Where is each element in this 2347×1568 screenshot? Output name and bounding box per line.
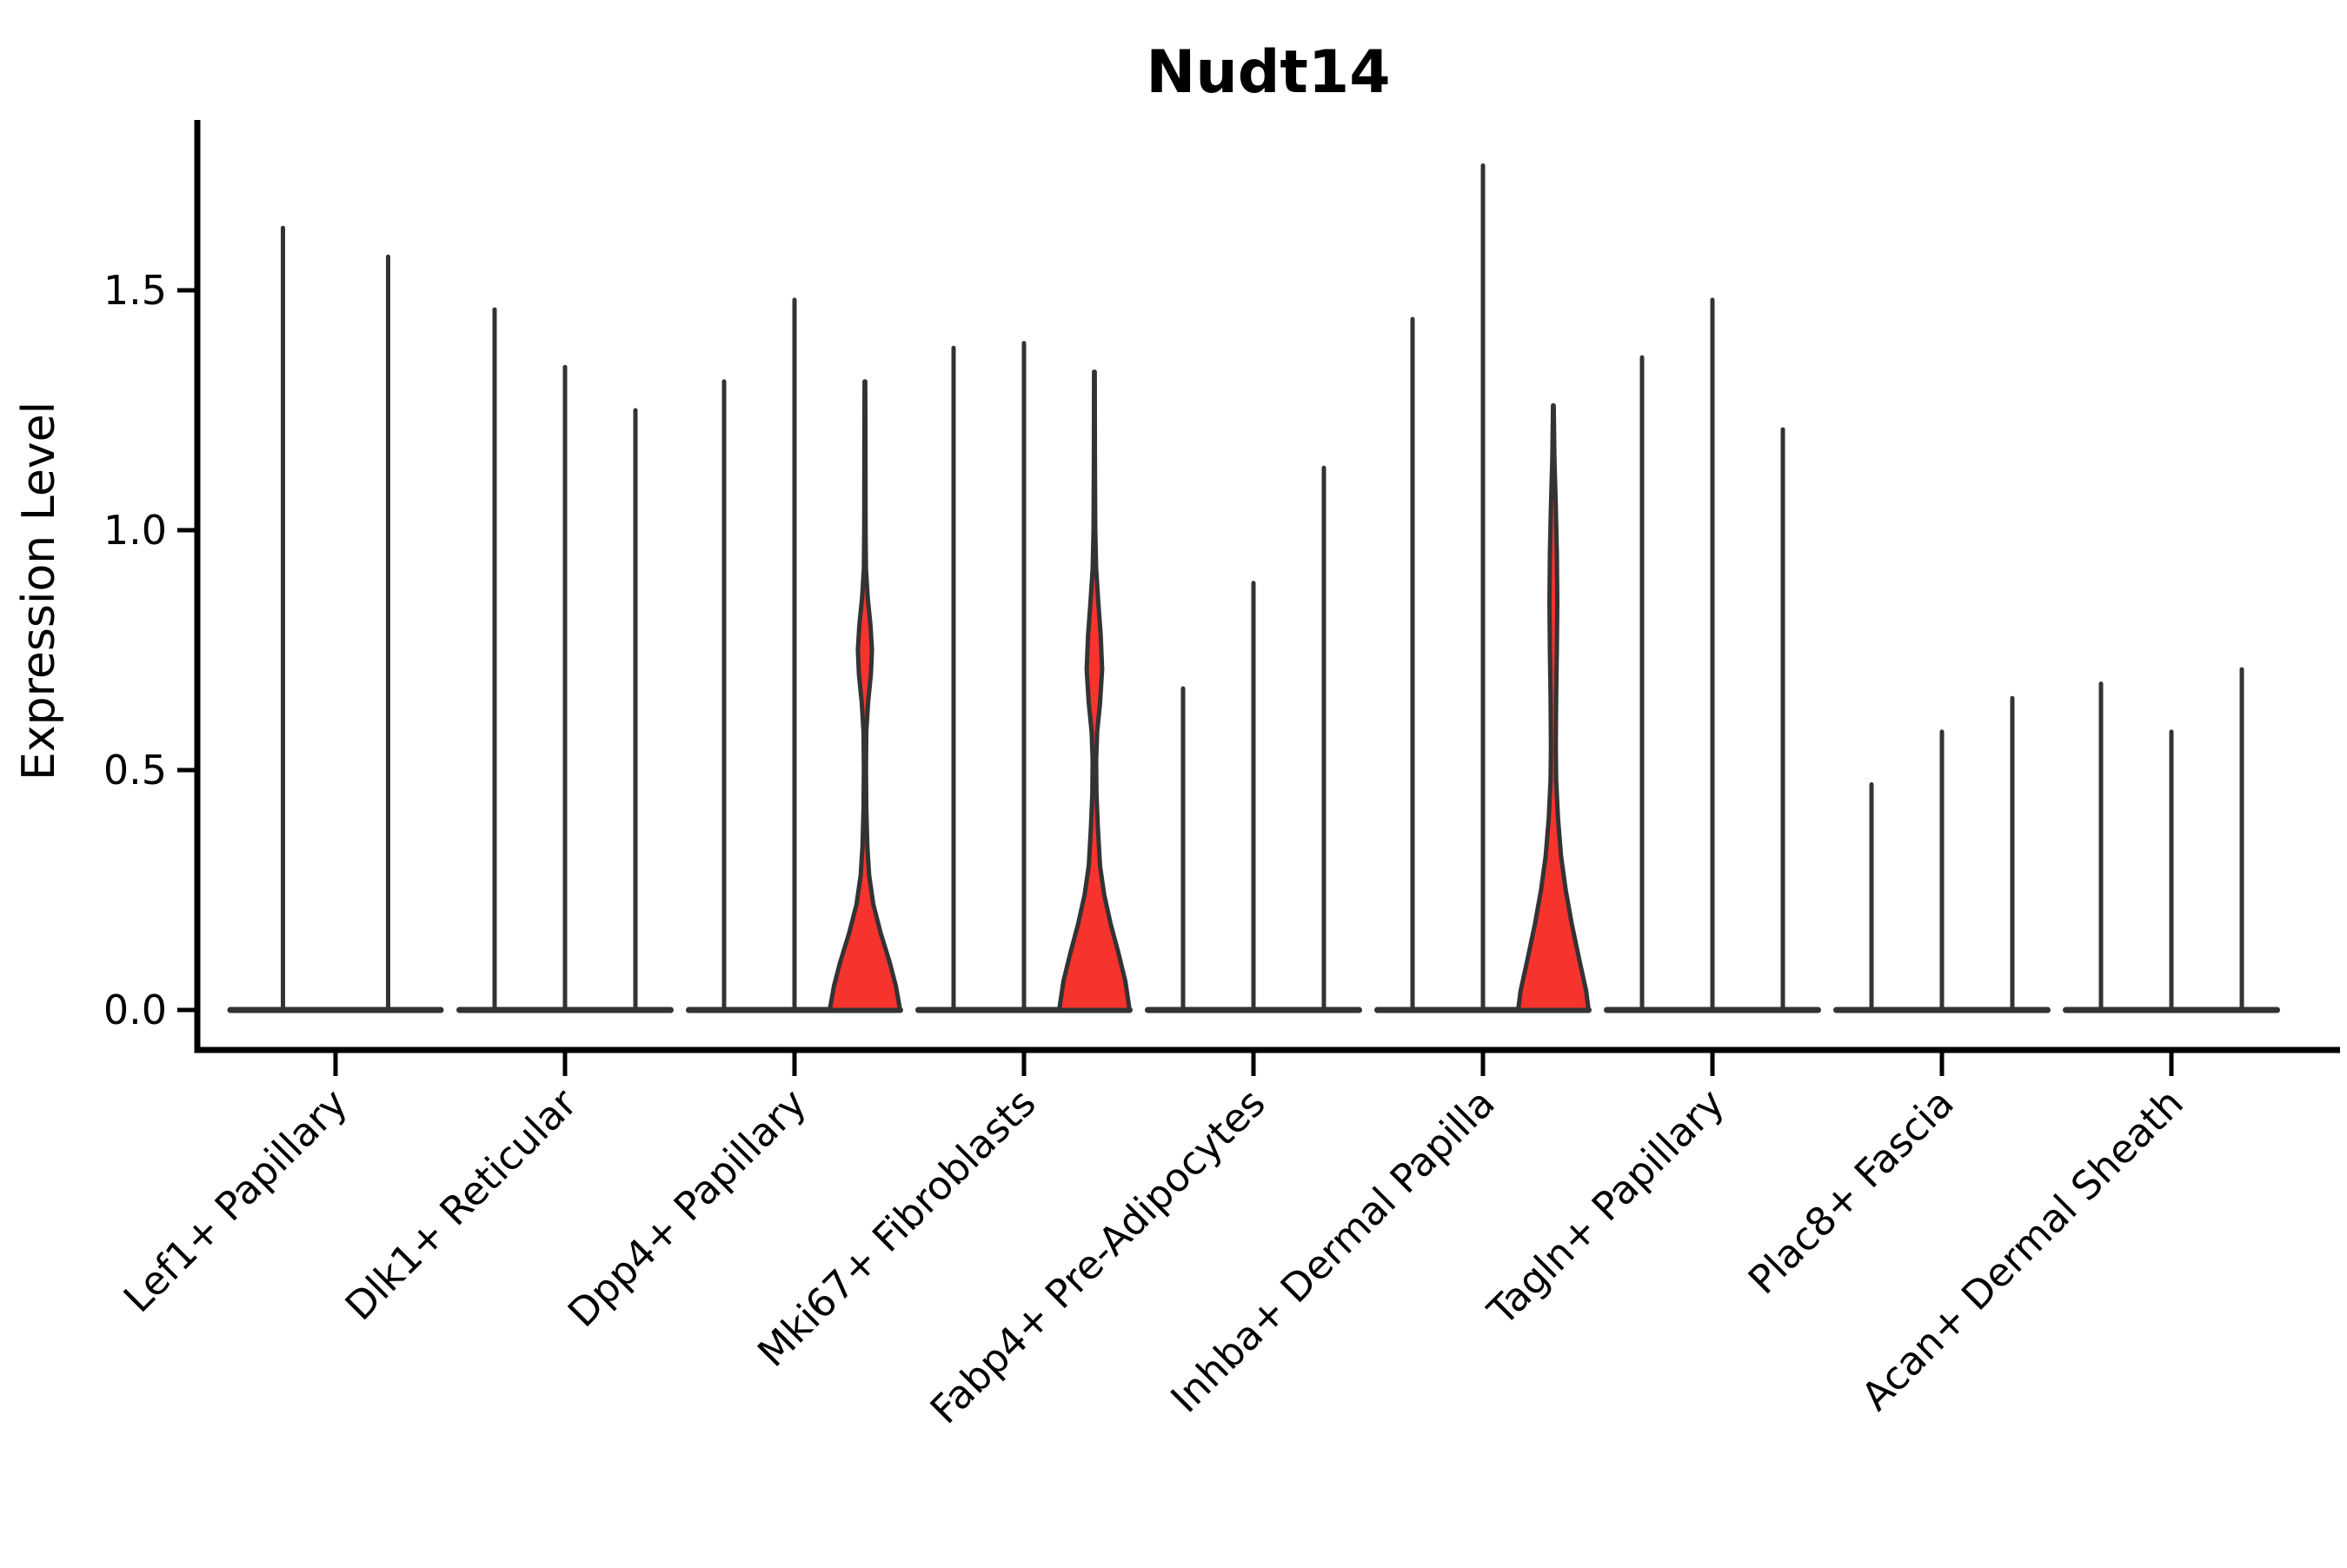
x-tick-label: Plac8+ Fascia	[1739, 1080, 1963, 1303]
violin-highlighted	[1516, 403, 1591, 1013]
violin-highlighted	[1057, 369, 1132, 1013]
violin-highlighted	[828, 379, 902, 1013]
x-tick-label: Lef1+ Papillary	[115, 1080, 356, 1321]
x-tick-label: Dlk1+ Reticular	[336, 1080, 586, 1329]
violins-layer	[227, 163, 2280, 1013]
y-tick-label: 0.5	[103, 747, 167, 794]
x-tick-label: Dpp4+ Papillary	[559, 1080, 815, 1336]
y-axis-label: Expression Level	[13, 402, 65, 781]
y-tick-label: 1.5	[103, 267, 167, 314]
y-tick-label: 1.0	[103, 507, 167, 554]
x-tick-label: Tagln+ Papillary	[1479, 1080, 1733, 1334]
chart-title: Nudt14	[1146, 38, 1390, 107]
y-tick-label: 0.0	[103, 987, 167, 1033]
